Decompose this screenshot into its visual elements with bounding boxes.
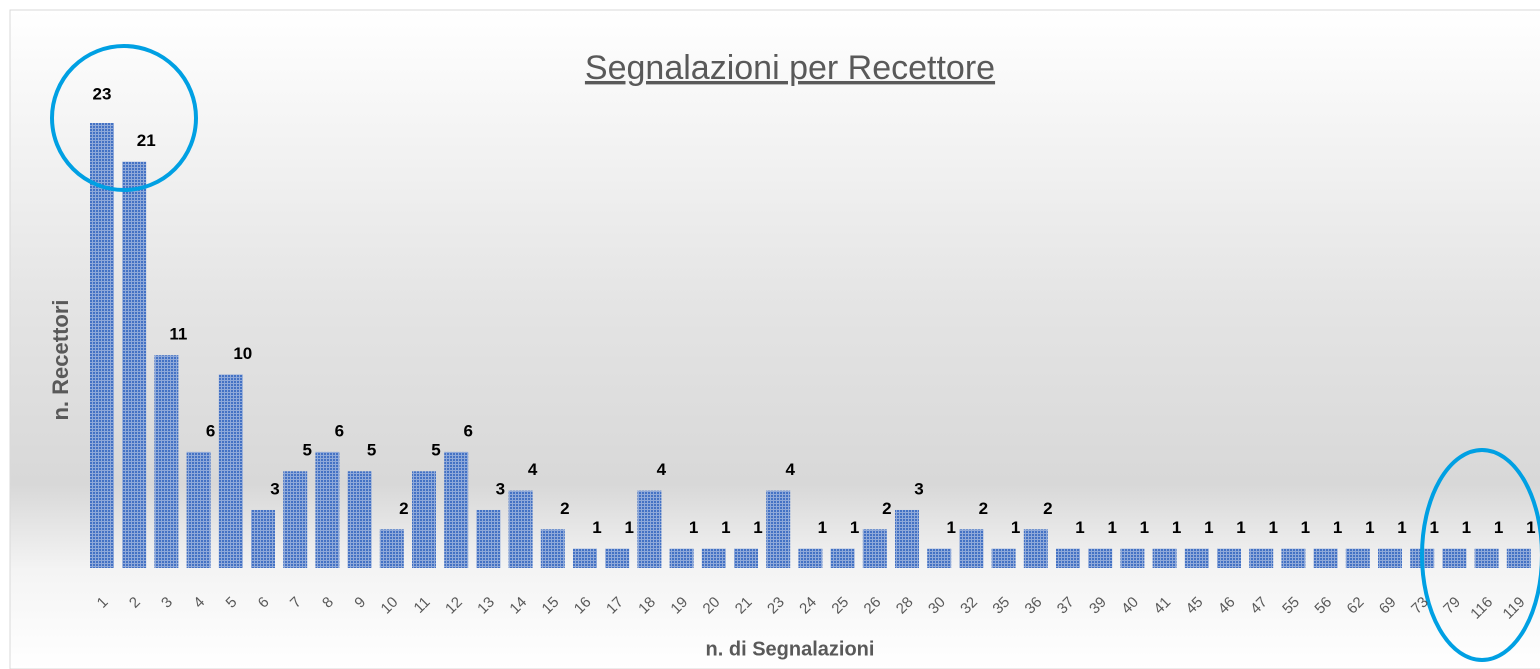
- bar: [669, 548, 694, 568]
- bar: [90, 123, 114, 568]
- data-label: 4: [657, 460, 667, 479]
- bar: [701, 548, 726, 568]
- bar: [895, 509, 919, 568]
- bar: [347, 471, 372, 568]
- bar: [1281, 548, 1306, 568]
- data-label: 1: [1494, 518, 1503, 537]
- data-label: 1: [1397, 518, 1406, 537]
- bar: [1023, 529, 1048, 568]
- data-label: 1: [1204, 518, 1213, 537]
- data-label: 4: [785, 460, 795, 479]
- data-label: 1: [1011, 518, 1020, 537]
- data-label: 1: [1429, 518, 1438, 537]
- bar: [1313, 548, 1338, 568]
- chart-title: Segnalazioni per Recettore: [585, 49, 995, 87]
- data-label: 11: [169, 325, 187, 344]
- bar: [798, 548, 823, 568]
- data-label: 1: [753, 518, 762, 537]
- data-label: 6: [335, 421, 344, 440]
- bar: [573, 548, 597, 568]
- bar: [508, 490, 533, 568]
- bar: [283, 471, 308, 568]
- data-label: 5: [431, 441, 440, 460]
- data-label: 1: [946, 518, 955, 537]
- data-label: 5: [302, 441, 311, 460]
- data-label: 2: [399, 499, 408, 518]
- data-label: 1: [1301, 518, 1310, 537]
- bar: [251, 509, 275, 568]
- bar: [1184, 548, 1209, 568]
- data-label: 23: [93, 84, 112, 103]
- data-label: 2: [882, 499, 891, 518]
- data-label: 1: [818, 518, 827, 537]
- data-label: 1: [1365, 518, 1374, 537]
- bar: [991, 548, 1016, 568]
- bar: [605, 548, 630, 568]
- bar: [1056, 548, 1080, 568]
- data-label: 5: [367, 441, 376, 460]
- data-label: 1: [1107, 518, 1116, 537]
- data-label: 1: [592, 518, 601, 537]
- y-axis-title: n. Recettori: [48, 299, 73, 420]
- bar: [637, 490, 662, 568]
- data-label: 1: [624, 518, 633, 537]
- bar: [1249, 548, 1274, 568]
- data-label: 2: [979, 499, 988, 518]
- data-label: 3: [270, 479, 279, 498]
- bar: [766, 490, 791, 568]
- bar: [927, 548, 952, 568]
- data-label: 1: [1268, 518, 1277, 537]
- data-label: 1: [1236, 518, 1245, 537]
- data-label: 1: [1462, 518, 1471, 537]
- bar: [1378, 548, 1402, 568]
- data-label: 21: [137, 131, 156, 150]
- bar: [1120, 548, 1145, 568]
- bar: [1474, 548, 1499, 568]
- bar: [830, 548, 855, 568]
- data-label: 6: [463, 421, 472, 440]
- data-label: 1: [1172, 518, 1181, 537]
- bar: [1442, 548, 1467, 568]
- data-label: 6: [206, 421, 215, 440]
- data-label: 10: [233, 344, 252, 363]
- bar: [1217, 548, 1241, 568]
- bar: [218, 374, 243, 568]
- bar: [734, 548, 758, 568]
- bar: [540, 529, 565, 568]
- highlight-circle: [50, 44, 198, 192]
- bar: [1088, 548, 1113, 568]
- x-axis-title: n. di Segnalazioni: [706, 638, 875, 660]
- bar: [186, 451, 211, 568]
- bar: [476, 509, 501, 568]
- bar: [444, 451, 469, 568]
- bar: [154, 355, 179, 568]
- data-label: 2: [560, 499, 569, 518]
- data-label: 2: [1043, 499, 1052, 518]
- highlight-ellipse: [1420, 448, 1540, 662]
- data-label: 3: [914, 479, 923, 498]
- bar: [862, 529, 887, 568]
- bar: [412, 471, 436, 568]
- data-label: 1: [1333, 518, 1342, 537]
- data-label: 4: [528, 460, 538, 479]
- bar: [379, 529, 404, 568]
- chart-area: [9, 9, 1540, 669]
- data-label: 1: [721, 518, 730, 537]
- bar: [315, 451, 340, 568]
- data-label: 1: [1526, 518, 1535, 537]
- bars: [90, 123, 1531, 568]
- data-label: 1: [850, 518, 859, 537]
- bar: [1345, 548, 1370, 568]
- data-label: 3: [496, 479, 505, 498]
- data-label: 1: [1140, 518, 1149, 537]
- data-label: 1: [1075, 518, 1084, 537]
- bar: [122, 161, 147, 568]
- bar: [1152, 548, 1177, 568]
- data-label: 1: [689, 518, 698, 537]
- bar: [959, 529, 984, 568]
- bar: [1506, 548, 1531, 568]
